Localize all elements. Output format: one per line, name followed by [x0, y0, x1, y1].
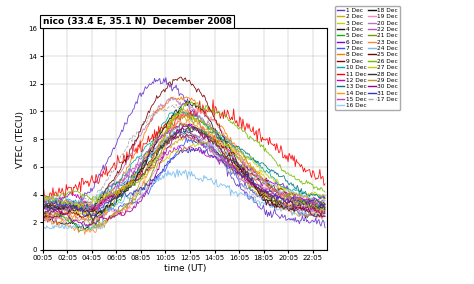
- X-axis label: time (UT): time (UT): [164, 264, 206, 273]
- Text: nico (33.4 E, 35.1 N)  December 2008: nico (33.4 E, 35.1 N) December 2008: [43, 17, 232, 26]
- Legend: 1 Dec, 2 Dec, 3 Dec, 4 Dec, 5 Dec, 6 Dec, 7 Dec, 8 Dec, 9 Dec, 10 Dec, 11 Dec, 1: 1 Dec, 2 Dec, 3 Dec, 4 Dec, 5 Dec, 6 Dec…: [335, 6, 400, 110]
- Y-axis label: VTEC (TECU): VTEC (TECU): [16, 111, 25, 168]
